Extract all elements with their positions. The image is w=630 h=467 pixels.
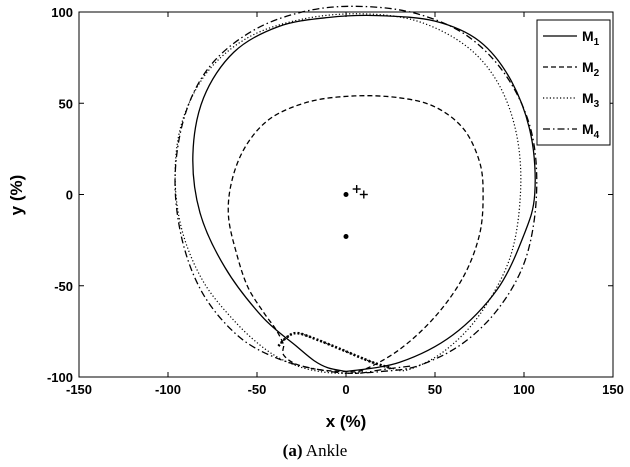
y-tick-label: 0	[66, 188, 73, 203]
marker-plus	[352, 185, 361, 194]
x-tick-label: 100	[513, 382, 535, 397]
y-tick-label: -50	[54, 279, 73, 294]
x-tick-label: 50	[428, 382, 442, 397]
y-tick-label: -100	[47, 370, 73, 385]
series-1-line	[192, 14, 536, 373]
x-axis-label: x (%)	[326, 412, 367, 431]
y-axis-label: y (%)	[7, 175, 26, 216]
x-tick-label: 150	[602, 382, 624, 397]
x-tick-label: -50	[248, 382, 267, 397]
marker-dot	[343, 192, 349, 197]
marker-dot	[343, 233, 349, 239]
legend-label: M1	[582, 28, 600, 48]
caption-tag: (a)	[282, 441, 303, 460]
x-tick-label: -100	[155, 382, 181, 397]
x-tick-label: 0	[342, 382, 349, 397]
series-2-line	[227, 95, 484, 373]
series-3-hook	[277, 331, 391, 370]
marker-plus	[359, 190, 368, 199]
caption-text: Ankle	[305, 441, 348, 460]
x-tick-label: -150	[66, 382, 92, 397]
series-4-line	[174, 5, 538, 375]
figure-caption: (a) Ankle	[0, 441, 630, 461]
legend-label: M4	[582, 121, 600, 141]
legend: M1 M2 M3 M4	[536, 19, 611, 146]
y-tick-label: 50	[59, 96, 73, 111]
legend-label: M3	[582, 90, 600, 110]
legend-box	[536, 19, 611, 146]
chart-marks	[174, 5, 538, 375]
legend-label: M2	[582, 59, 600, 79]
y-tick-label: 100	[51, 5, 73, 20]
